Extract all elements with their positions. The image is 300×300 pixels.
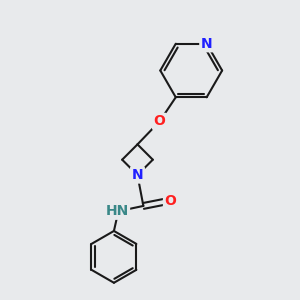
Text: O: O: [164, 194, 176, 208]
Text: O: O: [154, 114, 166, 128]
Text: HN: HN: [105, 204, 128, 218]
Text: N: N: [132, 168, 143, 182]
Text: N: N: [201, 37, 212, 51]
